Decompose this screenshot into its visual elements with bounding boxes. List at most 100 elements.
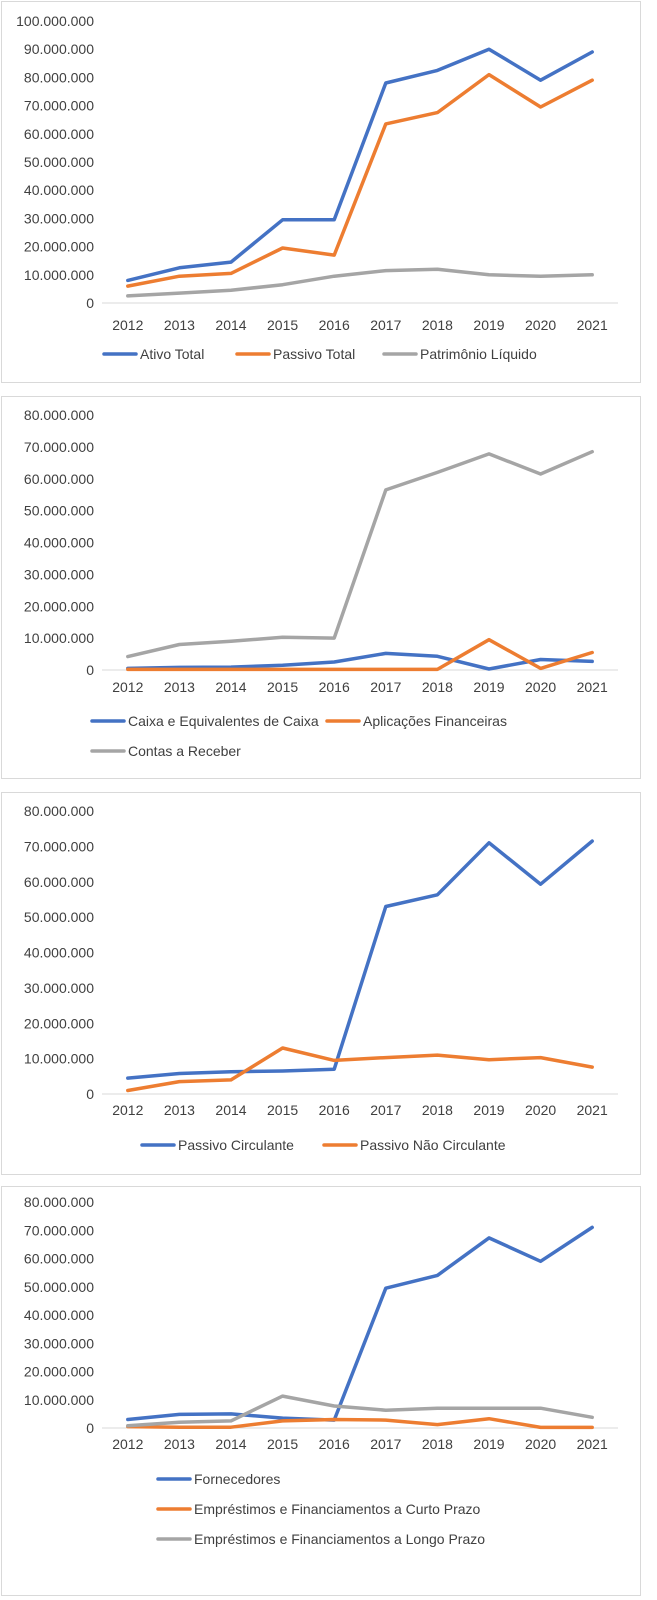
y-tick-label: 90.000.000 xyxy=(24,41,94,57)
x-tick-label: 2015 xyxy=(267,679,298,695)
x-tick-label: 2017 xyxy=(370,679,401,695)
x-tick-label: 2014 xyxy=(215,679,246,695)
y-tick-label: 70.000.000 xyxy=(24,98,94,114)
x-tick-label: 2013 xyxy=(164,679,195,695)
x-tick-label: 2013 xyxy=(164,1436,195,1452)
series-line-2 xyxy=(126,1416,594,1430)
y-tick-label: 30.000.000 xyxy=(24,980,94,996)
chart-panel-3: 0 10.000.000 20.000.000 30.000.000 40.000.00… xyxy=(1,792,641,1175)
y-tick-label: 80.000.000 xyxy=(24,803,94,819)
x-tick-label: 2014 xyxy=(215,1436,246,1452)
series-line-2 xyxy=(126,72,594,288)
y-tick-label: 20.000.000 xyxy=(24,1364,94,1380)
chart-svg-1: 0 10.000.000 20.000.000 30.000.000 40.000.00… xyxy=(16,13,618,362)
x-tick-label: 2013 xyxy=(164,317,195,333)
x-tick-label: 2020 xyxy=(525,1102,556,1118)
x-tick-label: 2017 xyxy=(370,1102,401,1118)
x-tick-label: 2013 xyxy=(164,1102,195,1118)
y-tick-label: 30.000.000 xyxy=(24,210,94,226)
series-line-1 xyxy=(126,47,594,283)
y-tick-label: 20.000.000 xyxy=(24,239,94,255)
x-tick-label: 2017 xyxy=(370,317,401,333)
y-tick-label: 0 xyxy=(86,1420,94,1436)
legend-label: Passivo Total xyxy=(273,346,355,362)
y-tick-label: 50.000.000 xyxy=(24,1279,94,1295)
y-tick-label: 40.000.000 xyxy=(24,945,94,961)
series-line-3 xyxy=(126,267,594,298)
chart-panel-2: 0 10.000.000 20.000.000 30.000.000 40.000.00… xyxy=(1,396,641,779)
legend-label: Patrimônio Líquido xyxy=(420,346,537,362)
x-tick-label: 2017 xyxy=(370,1436,401,1452)
x-tick-label: 2016 xyxy=(319,679,350,695)
y-tick-label: 30.000.000 xyxy=(24,566,94,582)
x-tick-label: 2020 xyxy=(525,679,556,695)
y-tick-label: 60.000.000 xyxy=(24,471,94,487)
chart-svg-4: 0 10.000.000 20.000.000 30.000.000 40.000.00… xyxy=(24,1194,618,1547)
x-tick-label: 2016 xyxy=(319,1436,350,1452)
chart-panel-1: 0 10.000.000 20.000.000 30.000.000 40.000.00… xyxy=(1,1,641,383)
y-tick-label: 10.000.000 xyxy=(24,630,94,646)
x-tick-label: 2021 xyxy=(577,1436,608,1452)
y-tick-label: 20.000.000 xyxy=(24,1015,94,1031)
y-tick-label: 70.000.000 xyxy=(24,439,94,455)
x-tick-label: 2020 xyxy=(525,1436,556,1452)
y-tick-label: 100.000.000 xyxy=(16,13,94,29)
x-tick-label: 2014 xyxy=(215,1102,246,1118)
x-tick-label: 2020 xyxy=(525,317,556,333)
y-tick-label: 0 xyxy=(86,662,94,678)
y-tick-label: 10.000.000 xyxy=(24,1051,94,1067)
series-line-2 xyxy=(126,1046,594,1093)
chart-svg-2: 0 10.000.000 20.000.000 30.000.000 40.000.00… xyxy=(24,407,618,759)
x-tick-label: 2014 xyxy=(215,317,246,333)
y-tick-label: 40.000.000 xyxy=(24,182,94,198)
y-tick-label: 0 xyxy=(86,1086,94,1102)
x-tick-label: 2012 xyxy=(112,1102,143,1118)
y-tick-label: 50.000.000 xyxy=(24,503,94,519)
series-line-1 xyxy=(126,1225,594,1422)
x-tick-label: 2015 xyxy=(267,1436,298,1452)
y-tick-label: 0 xyxy=(86,295,94,311)
y-tick-label: 60.000.000 xyxy=(24,874,94,890)
series-line-1 xyxy=(126,839,594,1080)
x-tick-label: 2019 xyxy=(473,317,504,333)
x-tick-label: 2016 xyxy=(319,317,350,333)
y-tick-label: 10.000.000 xyxy=(24,1392,94,1408)
x-tick-label: 2015 xyxy=(267,1102,298,1118)
x-tick-label: 2012 xyxy=(112,317,143,333)
chart-panel-4: 0 10.000.000 20.000.000 30.000.000 40.000.00… xyxy=(1,1186,641,1596)
y-tick-label: 70.000.000 xyxy=(24,838,94,854)
y-tick-label: 10.000.000 xyxy=(24,267,94,283)
x-tick-label: 2021 xyxy=(577,317,608,333)
x-tick-label: 2019 xyxy=(473,679,504,695)
y-tick-label: 50.000.000 xyxy=(24,909,94,925)
legend-label: Empréstimos e Financiamentos a Curto Pra… xyxy=(194,1501,481,1517)
legend-label: Caixa e Equivalentes de Caixa xyxy=(128,713,319,729)
legend-label: Empréstimos e Financiamentos a Longo Pra… xyxy=(194,1531,485,1547)
x-tick-label: 2012 xyxy=(112,1436,143,1452)
y-tick-label: 60.000.000 xyxy=(24,1251,94,1267)
x-tick-label: 2015 xyxy=(267,317,298,333)
y-tick-label: 30.000.000 xyxy=(24,1335,94,1351)
y-tick-label: 40.000.000 xyxy=(24,1307,94,1323)
x-tick-label: 2018 xyxy=(422,1436,453,1452)
legend-label: Ativo Total xyxy=(140,346,204,362)
legend-label: Contas a Receber xyxy=(128,743,241,759)
y-tick-label: 40.000.000 xyxy=(24,535,94,551)
y-tick-label: 20.000.000 xyxy=(24,598,94,614)
x-tick-label: 2016 xyxy=(319,1102,350,1118)
legend-label: Fornecedores xyxy=(194,1471,280,1487)
y-tick-label: 70.000.000 xyxy=(24,1222,94,1238)
y-tick-label: 80.000.000 xyxy=(24,1194,94,1210)
y-tick-label: 60.000.000 xyxy=(24,126,94,142)
y-tick-label: 50.000.000 xyxy=(24,154,94,170)
x-tick-label: 2019 xyxy=(473,1102,504,1118)
x-tick-label: 2018 xyxy=(422,679,453,695)
y-tick-label: 80.000.000 xyxy=(24,407,94,423)
x-tick-label: 2019 xyxy=(473,1436,504,1452)
x-tick-label: 2018 xyxy=(422,1102,453,1118)
legend-label: Aplicações Financeiras xyxy=(363,713,507,729)
x-tick-label: 2021 xyxy=(577,679,608,695)
series-line-2 xyxy=(126,637,594,672)
chart-svg-3: 0 10.000.000 20.000.000 30.000.000 40.000.00… xyxy=(24,803,618,1153)
x-tick-label: 2012 xyxy=(112,679,143,695)
